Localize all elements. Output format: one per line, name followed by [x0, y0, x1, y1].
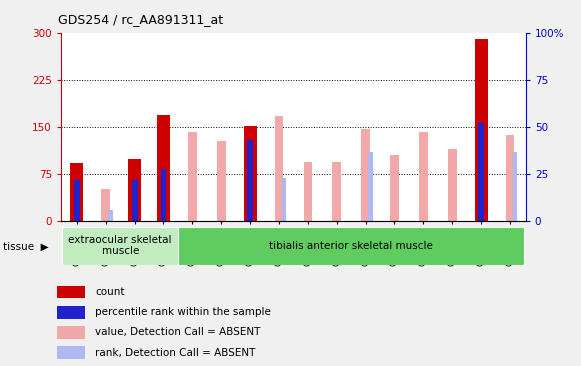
Bar [157, 115, 170, 221]
Text: tibialis anterior skeletal muscle: tibialis anterior skeletal muscle [269, 240, 433, 251]
Bar [303, 162, 312, 221]
Bar [390, 156, 399, 221]
Bar [57, 306, 85, 318]
Bar [62, 227, 178, 265]
Text: percentile rank within the sample: percentile rank within the sample [95, 307, 271, 317]
Bar [448, 149, 457, 221]
Bar [512, 152, 517, 221]
Bar [57, 346, 85, 359]
Text: rank, Detection Call = ABSENT: rank, Detection Call = ABSENT [95, 348, 256, 358]
Bar [102, 189, 110, 221]
Bar [475, 39, 487, 221]
Bar [282, 178, 286, 221]
Bar [128, 158, 141, 221]
Bar [368, 152, 372, 221]
Text: tissue  ▶: tissue ▶ [3, 242, 49, 252]
Text: count: count [95, 287, 124, 297]
Bar [178, 227, 525, 265]
Bar [70, 163, 84, 221]
Bar [57, 286, 85, 298]
Bar [160, 169, 166, 221]
Bar [361, 129, 370, 221]
Text: value, Detection Call = ABSENT: value, Detection Call = ABSENT [95, 328, 260, 337]
Bar [243, 126, 257, 221]
Text: extraocular skeletal
muscle: extraocular skeletal muscle [69, 235, 172, 257]
Bar [57, 326, 85, 339]
Bar [419, 132, 428, 221]
Bar [332, 162, 341, 221]
Text: GDS254 / rc_AA891311_at: GDS254 / rc_AA891311_at [58, 13, 223, 26]
Bar [217, 141, 225, 221]
Bar [132, 180, 138, 221]
Bar [188, 132, 197, 221]
Bar [247, 141, 253, 221]
Bar [74, 180, 80, 221]
Bar [108, 210, 113, 221]
Bar [478, 123, 484, 221]
Bar [505, 135, 514, 221]
Bar [275, 116, 284, 221]
